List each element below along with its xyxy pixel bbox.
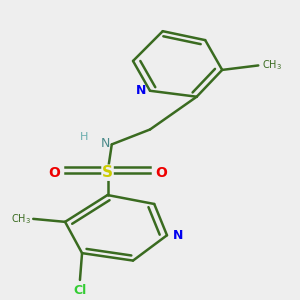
- Text: N: N: [135, 84, 146, 97]
- Text: N: N: [100, 137, 110, 150]
- Text: Cl: Cl: [73, 284, 87, 297]
- Text: O: O: [155, 166, 167, 180]
- Text: N: N: [173, 229, 184, 242]
- Text: CH$_3$: CH$_3$: [11, 212, 31, 226]
- Text: CH$_3$: CH$_3$: [262, 58, 282, 72]
- Text: O: O: [48, 166, 60, 180]
- Text: H: H: [80, 132, 88, 142]
- Text: S: S: [102, 165, 113, 180]
